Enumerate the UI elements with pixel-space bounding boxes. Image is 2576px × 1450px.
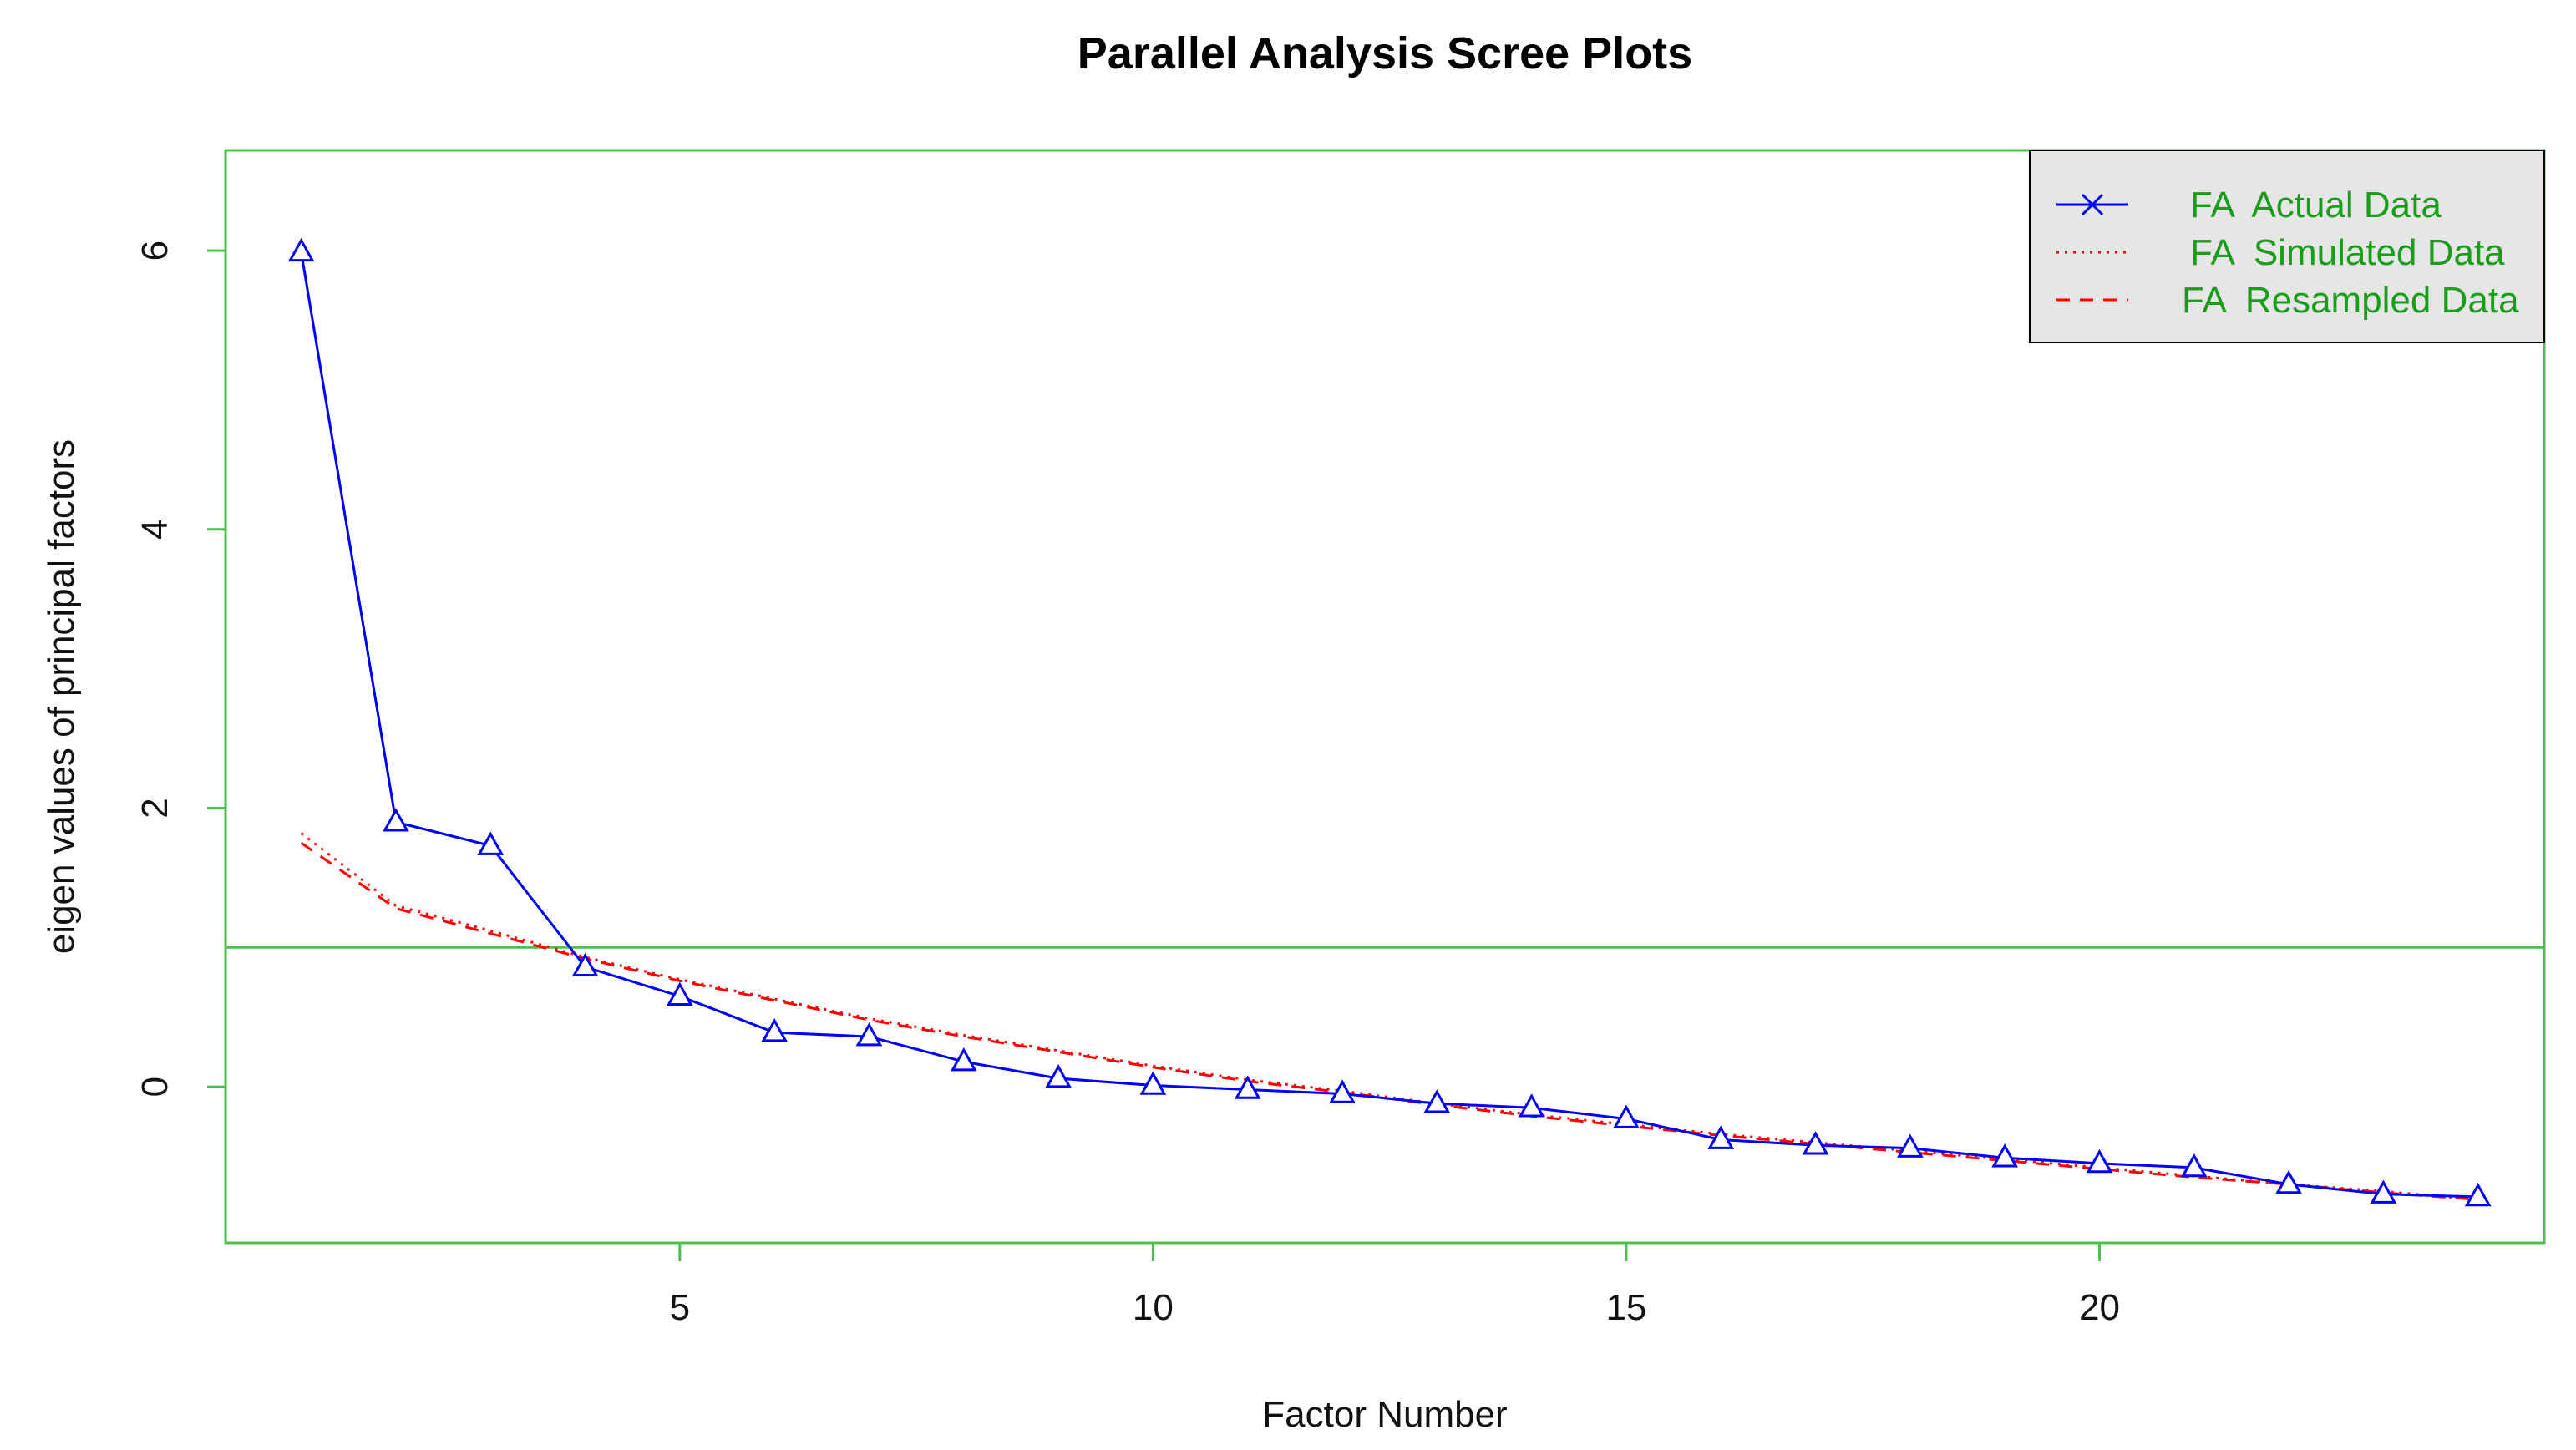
data-point-marker xyxy=(1045,1064,1072,1088)
data-point-marker xyxy=(1234,1075,1261,1099)
legend-label: FA Resampled Data xyxy=(2182,280,2519,321)
y-axis: 0 2 4 6 xyxy=(134,241,227,1097)
data-point-marker xyxy=(1707,1125,1735,1149)
chart-title: Parallel Analysis Scree Plots xyxy=(1078,28,1692,79)
data-point-marker xyxy=(1329,1079,1356,1103)
y-tick-label: 4 xyxy=(134,520,175,540)
x-axis-label: Factor Number xyxy=(1262,1394,1507,1435)
legend: FA Actual Data FA Simulated Data FA Resamp… xyxy=(2029,150,2545,343)
series-line-resampled xyxy=(300,841,2478,1201)
data-point-marker xyxy=(2464,1182,2492,1207)
data-point-marker xyxy=(1896,1133,1924,1158)
legend-label: FA Simulated Data xyxy=(2190,232,2505,273)
series-line-actual xyxy=(300,251,2478,1199)
data-point-marker xyxy=(1518,1093,1545,1118)
data-point-marker xyxy=(1802,1131,1829,1155)
x-tick-label: 15 xyxy=(1605,1287,1646,1328)
series-layer xyxy=(287,237,2492,1207)
legend-box xyxy=(2029,150,2545,343)
data-point-marker xyxy=(2370,1179,2397,1204)
y-tick-label: 0 xyxy=(134,1077,175,1097)
data-point-marker xyxy=(1991,1143,2019,1168)
y-tick-label: 2 xyxy=(134,798,175,818)
data-point-marker xyxy=(2180,1153,2208,1178)
data-point-marker xyxy=(571,952,599,976)
data-point-marker xyxy=(855,1022,883,1047)
data-point-marker xyxy=(477,831,505,855)
data-point-marker xyxy=(667,981,693,1006)
data-point-marker xyxy=(287,237,315,262)
data-point-marker xyxy=(1423,1089,1451,1113)
x-axis: 5 10 15 20 xyxy=(670,1241,2120,1328)
data-point-marker xyxy=(761,1018,789,1042)
x-tick-label: 20 xyxy=(2079,1287,2120,1328)
legend-label: FA Actual Data xyxy=(2190,185,2442,226)
x-tick-label: 10 xyxy=(1133,1287,1174,1328)
data-point-marker xyxy=(2275,1169,2302,1194)
data-point-marker xyxy=(1613,1104,1640,1128)
y-tick-label: 6 xyxy=(134,241,175,261)
data-point-marker xyxy=(2086,1148,2113,1174)
x-tick-label: 5 xyxy=(670,1287,690,1328)
legend-cross-marker xyxy=(2081,193,2104,216)
data-point-marker xyxy=(383,808,409,832)
series-line-simulated xyxy=(300,832,2478,1201)
y-axis-label: eigen values of principal factors xyxy=(41,439,82,954)
data-point-marker xyxy=(1139,1071,1167,1095)
data-point-marker xyxy=(950,1047,977,1072)
